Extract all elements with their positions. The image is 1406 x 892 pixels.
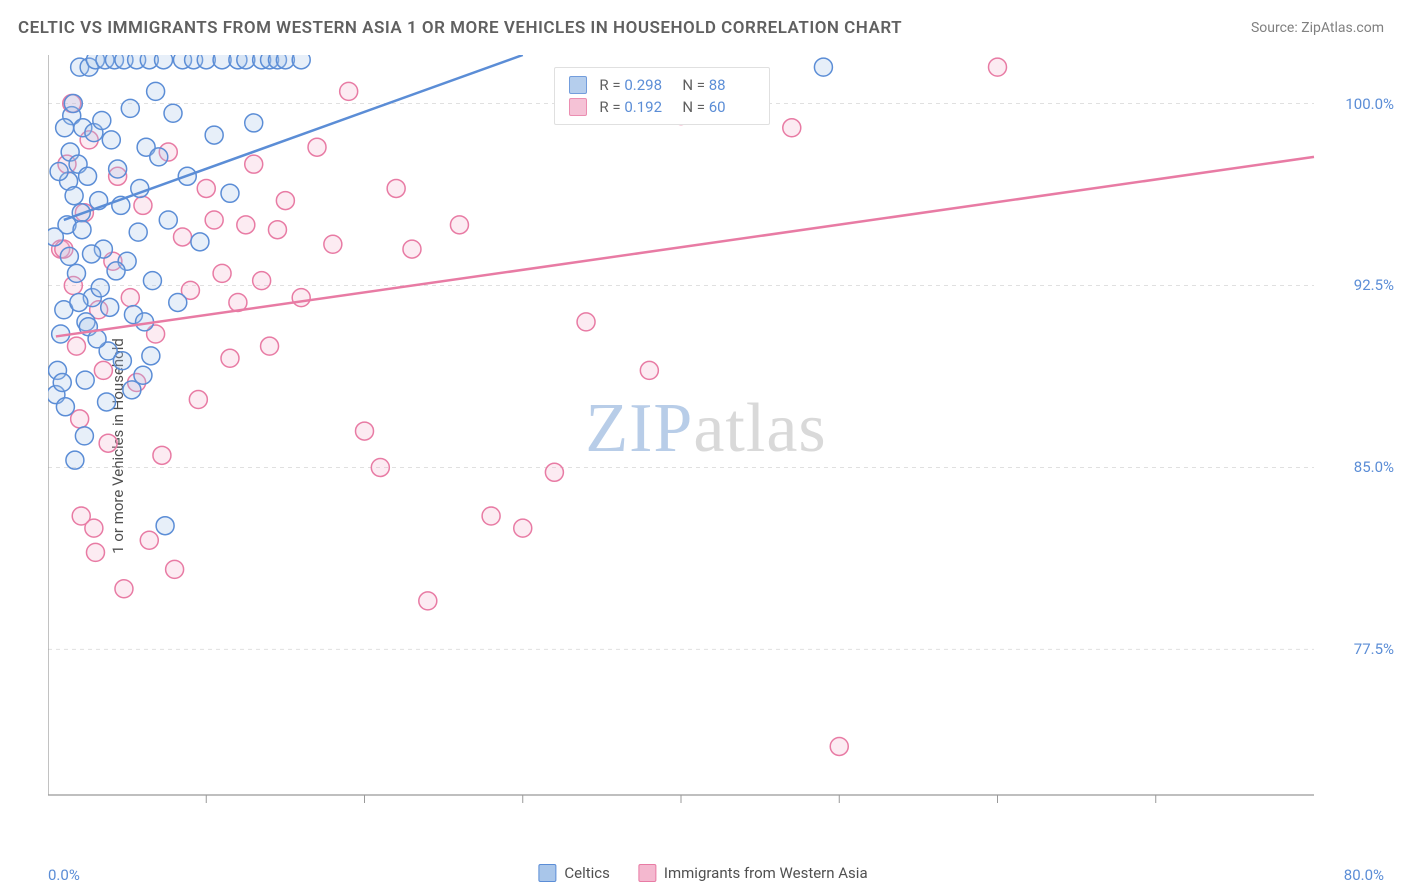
x-axis-min-label: 0.0% [48, 866, 80, 884]
chart-container: CELTIC VS IMMIGRANTS FROM WESTERN ASIA 1… [0, 0, 1406, 892]
legend-correlation-box: R = 0.298N = 88R = 0.192N = 60 [554, 67, 769, 125]
plot-area: ZIPatlas R = 0.298N = 88R = 0.192N = 60 [48, 55, 1364, 835]
y-tick-label: 85.0% [1354, 458, 1394, 476]
scatter-plot-svg [48, 55, 1364, 835]
y-tick-label: 92.5% [1354, 276, 1394, 294]
legend-swatch-celtics [538, 864, 556, 882]
x-axis-max-label: 80.0% [1344, 866, 1384, 884]
legend-label-immigrants: Immigrants from Western Asia [664, 864, 868, 882]
y-tick-label: 100.0% [1345, 95, 1394, 113]
legend-row: R = 0.192N = 60 [569, 96, 754, 118]
legend-row: R = 0.298N = 88 [569, 74, 754, 96]
legend-item-immigrants: Immigrants from Western Asia [638, 864, 868, 882]
y-tick-label: 77.5% [1354, 640, 1394, 658]
source-attribution: Source: ZipAtlas.com [1251, 20, 1384, 36]
legend-swatch-immigrants [638, 864, 656, 882]
chart-title: CELTIC VS IMMIGRANTS FROM WESTERN ASIA 1… [18, 18, 902, 38]
legend-label-celtics: Celtics [564, 864, 610, 882]
legend-series: Celtics Immigrants from Western Asia [538, 864, 867, 882]
legend-item-celtics: Celtics [538, 864, 610, 882]
